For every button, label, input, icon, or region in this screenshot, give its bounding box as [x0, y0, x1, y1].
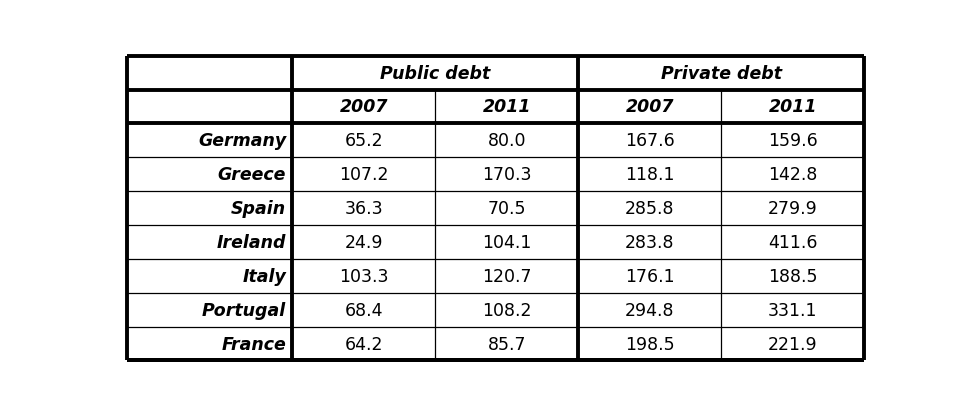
Text: 188.5: 188.5 — [768, 267, 817, 285]
Text: 331.1: 331.1 — [768, 301, 817, 319]
Text: Spain: Spain — [231, 199, 286, 218]
Text: 285.8: 285.8 — [625, 199, 675, 218]
Text: 159.6: 159.6 — [768, 132, 818, 150]
Text: 221.9: 221.9 — [768, 335, 818, 353]
Text: 198.5: 198.5 — [625, 335, 675, 353]
Text: 70.5: 70.5 — [487, 199, 526, 218]
Text: 107.2: 107.2 — [339, 166, 389, 184]
Text: 68.4: 68.4 — [344, 301, 383, 319]
Text: Ireland: Ireland — [217, 233, 286, 252]
Text: Germany: Germany — [198, 132, 286, 150]
Text: 108.2: 108.2 — [482, 301, 532, 319]
Text: Private debt: Private debt — [660, 64, 781, 83]
Text: 294.8: 294.8 — [625, 301, 675, 319]
Text: 118.1: 118.1 — [625, 166, 675, 184]
Text: 85.7: 85.7 — [487, 335, 526, 353]
Text: 411.6: 411.6 — [768, 233, 817, 252]
Text: 80.0: 80.0 — [487, 132, 526, 150]
Text: Greece: Greece — [218, 166, 286, 184]
Text: 2011: 2011 — [769, 98, 817, 116]
Text: 64.2: 64.2 — [344, 335, 383, 353]
Text: 36.3: 36.3 — [344, 199, 383, 218]
Text: 279.9: 279.9 — [768, 199, 818, 218]
Text: 2011: 2011 — [483, 98, 531, 116]
Text: 167.6: 167.6 — [625, 132, 675, 150]
Text: Portugal: Portugal — [202, 301, 286, 319]
Text: 176.1: 176.1 — [625, 267, 675, 285]
Text: 103.3: 103.3 — [339, 267, 389, 285]
Text: 104.1: 104.1 — [483, 233, 532, 252]
Text: 2007: 2007 — [339, 98, 388, 116]
Text: 65.2: 65.2 — [344, 132, 383, 150]
Text: Italy: Italy — [243, 267, 286, 285]
Text: 142.8: 142.8 — [768, 166, 817, 184]
Text: 120.7: 120.7 — [482, 267, 532, 285]
Text: 24.9: 24.9 — [344, 233, 383, 252]
Text: 283.8: 283.8 — [625, 233, 675, 252]
Text: Public debt: Public debt — [380, 64, 490, 83]
Text: 2007: 2007 — [626, 98, 674, 116]
Text: 170.3: 170.3 — [482, 166, 532, 184]
Text: France: France — [221, 335, 286, 353]
